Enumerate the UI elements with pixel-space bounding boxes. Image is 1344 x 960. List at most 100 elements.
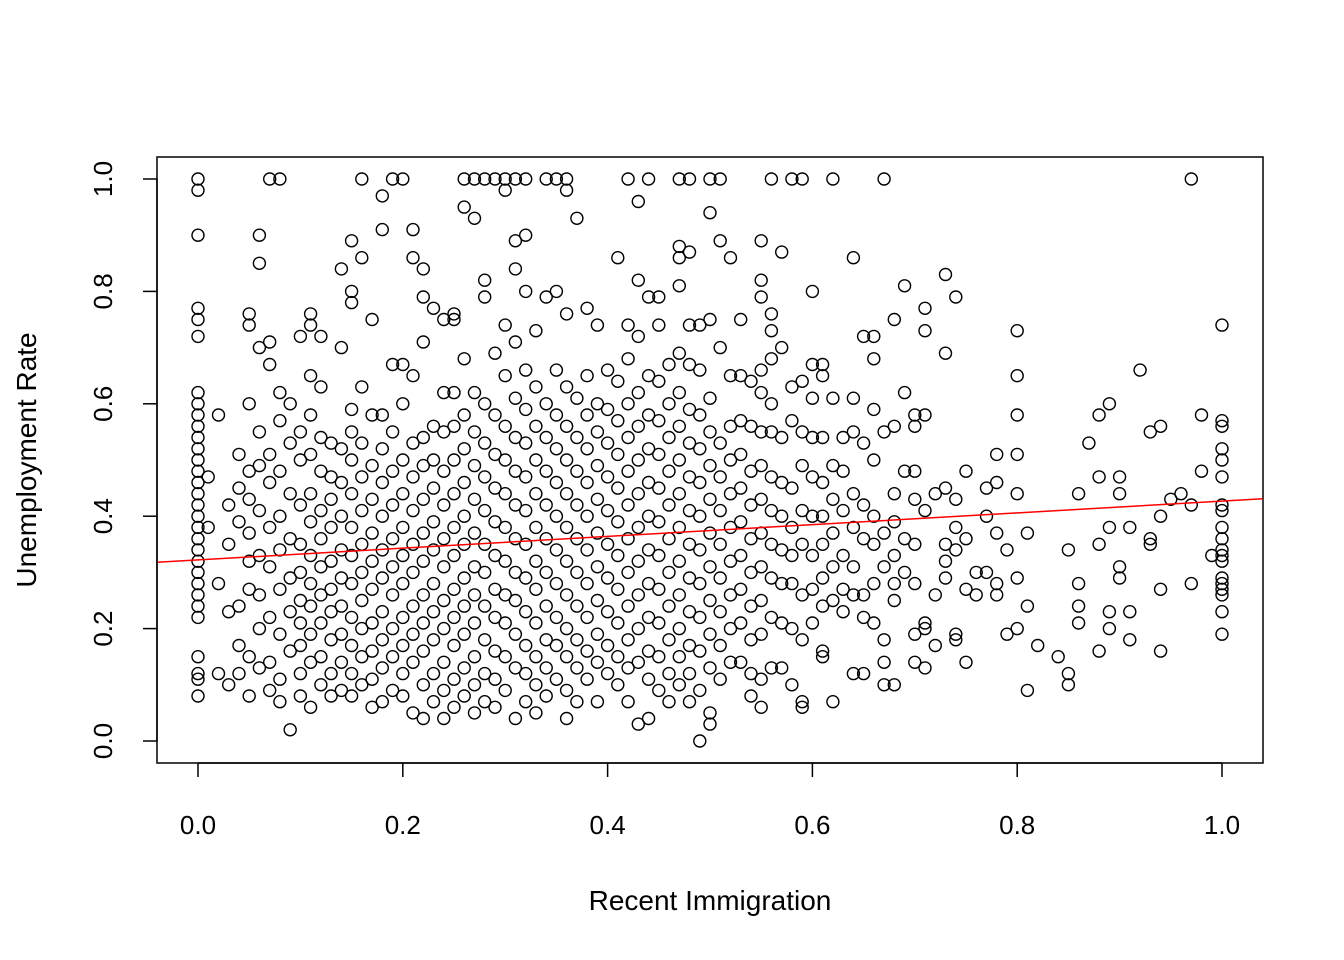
data-point	[355, 503, 369, 518]
x-axis-title: Recent Immigration	[589, 885, 832, 916]
data-point	[334, 627, 349, 641]
data-point	[887, 593, 901, 608]
data-point	[856, 588, 871, 602]
data-point	[611, 374, 625, 388]
data-point	[764, 661, 779, 675]
data-point	[713, 470, 727, 484]
data-point	[969, 565, 983, 580]
data-point	[703, 627, 717, 641]
data-point	[734, 447, 748, 462]
data-point	[1061, 543, 1076, 557]
data-point	[519, 436, 533, 450]
data-point	[529, 650, 543, 664]
data-point	[344, 548, 359, 563]
data-point	[242, 397, 256, 411]
data-point	[600, 571, 615, 585]
data-point	[365, 672, 379, 686]
data-point	[1215, 582, 1229, 596]
data-point	[529, 706, 543, 720]
data-point	[795, 425, 809, 439]
data-point	[447, 610, 461, 625]
data-point	[754, 560, 768, 574]
data-point	[775, 245, 789, 259]
data-point	[263, 172, 277, 186]
data-point	[631, 487, 645, 501]
data-point	[344, 666, 359, 681]
data-point	[1020, 526, 1035, 540]
data-point	[580, 576, 594, 591]
data-point	[621, 498, 635, 512]
data-point	[682, 172, 697, 186]
data-point	[416, 262, 430, 276]
data-point	[795, 374, 809, 388]
data-point	[559, 380, 574, 394]
data-point	[334, 655, 349, 669]
data-point	[334, 599, 349, 613]
data-point	[754, 363, 768, 377]
data-point	[283, 571, 297, 585]
data-point	[785, 548, 799, 563]
data-point	[559, 650, 574, 664]
data-point	[365, 644, 379, 658]
data-point	[1153, 509, 1168, 523]
data-point	[549, 610, 564, 625]
data-point	[1000, 627, 1014, 641]
data-point	[1215, 520, 1229, 535]
data-point	[406, 503, 420, 518]
data-point	[447, 582, 461, 596]
data-point	[723, 655, 738, 669]
data-point	[508, 627, 523, 641]
data-point	[426, 666, 441, 681]
data-point	[396, 610, 410, 625]
data-point	[263, 560, 277, 574]
data-point	[887, 487, 901, 501]
data-point	[519, 695, 533, 709]
data-point	[447, 700, 461, 714]
data-point	[252, 661, 267, 675]
data-point	[590, 492, 605, 506]
data-point	[682, 402, 697, 417]
data-point	[652, 290, 666, 304]
data-point	[344, 576, 359, 591]
x-tick-label: 0.2	[385, 810, 421, 840]
data-point	[1010, 369, 1024, 383]
data-point	[324, 470, 338, 484]
data-point	[293, 537, 308, 551]
data-point	[252, 256, 267, 270]
data-point	[846, 666, 861, 681]
data-point	[324, 520, 338, 535]
data-point	[713, 537, 727, 551]
data-point	[519, 284, 533, 299]
data-point	[580, 610, 594, 625]
data-point	[1215, 548, 1229, 563]
data-point	[314, 464, 328, 478]
data-point	[252, 425, 267, 439]
data-point	[273, 627, 287, 641]
data-point	[549, 408, 564, 422]
data-point	[590, 560, 605, 574]
data-point	[949, 492, 963, 506]
data-point	[191, 666, 205, 681]
data-point	[191, 453, 205, 467]
data-point	[805, 430, 820, 445]
data-point	[498, 453, 512, 467]
data-point	[1194, 408, 1209, 422]
data-point	[570, 695, 584, 709]
data-point	[887, 548, 901, 563]
data-point	[426, 695, 441, 709]
data-point	[652, 414, 666, 428]
data-point	[1194, 464, 1209, 478]
data-point	[693, 644, 707, 658]
data-point	[508, 391, 523, 405]
data-point	[846, 560, 861, 574]
data-point	[570, 599, 584, 613]
data-point	[990, 576, 1004, 591]
data-point	[795, 633, 809, 647]
data-point	[396, 520, 410, 535]
data-point	[621, 172, 635, 186]
data-point	[856, 436, 871, 450]
data-point	[713, 340, 727, 355]
data-point	[191, 312, 205, 327]
data-point	[539, 464, 553, 478]
data-point	[355, 621, 369, 636]
